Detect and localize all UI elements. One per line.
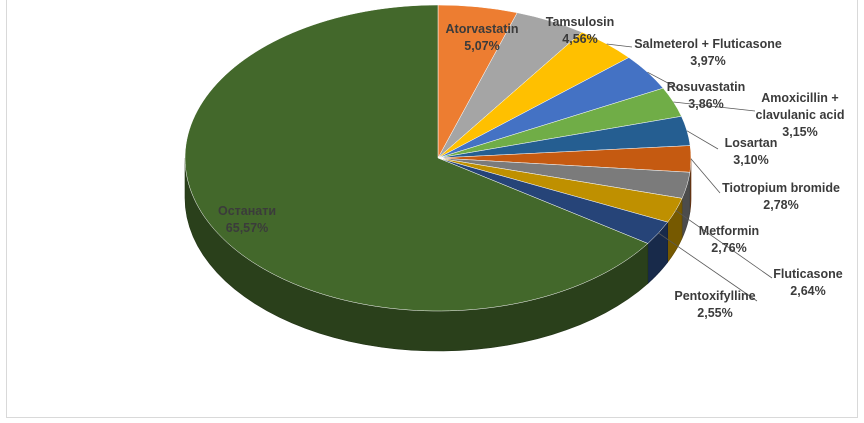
slice-name-label: Tamsulosin: [546, 15, 615, 29]
leader-line-3: [647, 71, 684, 92]
slice-label-1: Tamsulosin 4,56%: [546, 15, 615, 46]
slice-label-0: Atorvastatin 5,07%: [446, 22, 519, 53]
slice-останати: [184, 4, 649, 312]
slice-percent-label: 2,78%: [763, 198, 798, 212]
slice-name-label: Metformin: [699, 224, 759, 238]
slice-name-label: Rosuvastatin: [667, 80, 746, 94]
slice-label-4: Amoxicillin + clavulanic acid 3,15%: [756, 91, 845, 139]
slice-percent-label: 3,10%: [733, 153, 768, 167]
slice-percent-label: 3,97%: [690, 54, 725, 68]
slice-label-2: Salmeterol + Fluticasone 3,97%: [634, 37, 782, 68]
slice-label-7: Metformin 2,76%: [699, 224, 759, 255]
slice-name-label: Salmeterol + Fluticasone: [634, 37, 782, 51]
leader-lines: [606, 43, 773, 302]
leader-line-8: [675, 210, 773, 279]
pie-tops: [184, 4, 692, 312]
slice-percent-label: 3,86%: [688, 97, 723, 111]
slice-name-label: Atorvastatin: [446, 22, 519, 36]
slice-label-5: Losartan 3,10%: [725, 136, 778, 167]
slice-percent-label: 2,76%: [711, 241, 746, 255]
leader-line-6: [690, 158, 721, 194]
leader-line-4: [673, 101, 756, 112]
slice-percent-label: 4,56%: [562, 32, 597, 46]
slice-name-label: Tiotropium bromide: [722, 181, 840, 195]
slice-label-8: Fluticasone 2,64%: [773, 267, 843, 298]
slice-percent-label: 3,15%: [782, 125, 817, 139]
slice-name-label: Amoxicillin +: [761, 91, 838, 105]
leader-line-9: [658, 232, 758, 302]
slice-name-label: Fluticasone: [773, 267, 843, 281]
leader-line-5: [686, 130, 719, 150]
leader-line-2: [606, 43, 633, 48]
slice-name-label: clavulanic acid: [756, 108, 845, 122]
slice-labels: Atorvastatin 5,07% Tamsulosin 4,56% Salmeter…: [218, 15, 845, 320]
slice-percent-label: 5,07%: [464, 39, 499, 53]
slice-label-9: Pentoxifylline 2,55%: [674, 289, 755, 320]
slice-name-label: Losartan: [725, 136, 778, 150]
slice-percent-label: 2,64%: [790, 284, 825, 298]
slice-label-3: Rosuvastatin 3,86%: [667, 80, 746, 111]
slice-label-10: Останати 65,57%: [218, 204, 276, 235]
slice-percent-label: 2,55%: [697, 306, 732, 320]
slice-name-label: Pentoxifylline: [674, 289, 755, 303]
slice-label-6: Tiotropium bromide 2,78%: [722, 181, 840, 212]
slice-percent-label: 65,57%: [226, 221, 268, 235]
slice-name-label: Останати: [218, 204, 276, 218]
